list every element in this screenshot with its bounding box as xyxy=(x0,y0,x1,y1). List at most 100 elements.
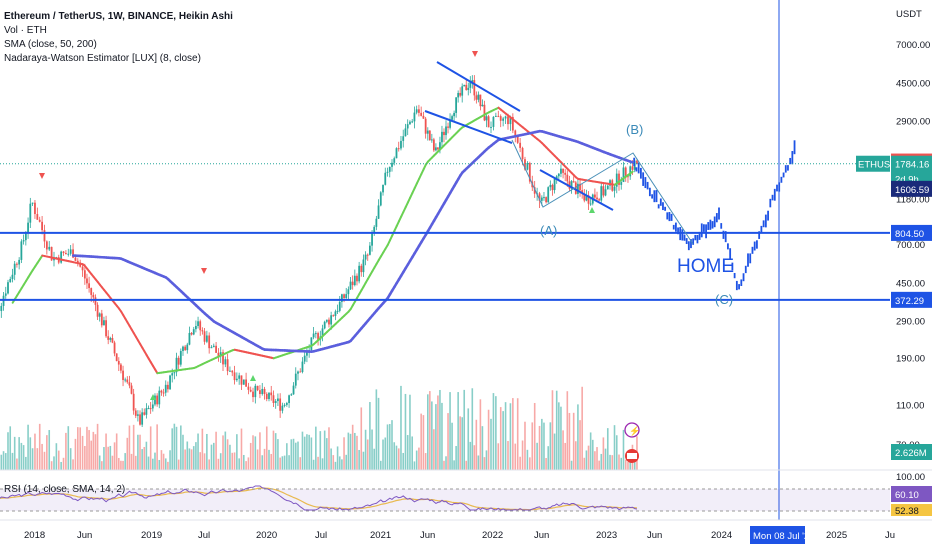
candle-body xyxy=(499,116,502,121)
projection-bar xyxy=(744,265,747,274)
candle-body xyxy=(622,167,625,183)
sma-50-line xyxy=(629,170,634,175)
projection-bar xyxy=(681,229,684,241)
candle-body xyxy=(596,197,598,200)
volume-bar xyxy=(604,448,607,470)
volume-bar xyxy=(411,436,413,470)
volume-bar xyxy=(212,442,215,470)
volume-bar xyxy=(429,391,431,470)
candle-body xyxy=(299,371,302,373)
volume-bar xyxy=(86,426,88,470)
candle-body xyxy=(154,395,156,405)
candle-body xyxy=(411,121,414,123)
candle-body xyxy=(413,112,416,122)
candle-body xyxy=(514,130,517,136)
candle-body xyxy=(285,403,288,405)
volume-bar xyxy=(441,402,443,470)
volume-bar xyxy=(536,442,538,470)
price-tick: 190.00 xyxy=(896,353,925,364)
volume-bar xyxy=(281,456,284,470)
buy-signal-icon xyxy=(250,375,256,381)
volume-bar xyxy=(627,461,629,470)
candle-body xyxy=(254,385,257,398)
candle-body xyxy=(294,373,297,386)
volume-bar xyxy=(197,433,199,470)
volume-bar xyxy=(171,428,174,470)
volume-bar xyxy=(471,388,474,470)
volume-bar xyxy=(124,453,126,470)
candle-body xyxy=(473,80,476,96)
time-tick: Ju xyxy=(885,530,895,541)
volume-bar xyxy=(553,433,556,470)
volume-bar xyxy=(122,460,124,470)
volume-bar xyxy=(256,449,259,470)
low-badge-text: 1606.59 xyxy=(895,185,929,196)
volume-bar xyxy=(422,415,425,470)
trend-line xyxy=(539,169,614,211)
volume-bar xyxy=(270,453,273,470)
volume-bar xyxy=(132,424,135,470)
projection-bar xyxy=(664,206,667,211)
volume-bar xyxy=(152,458,154,470)
volume-bar xyxy=(512,398,514,470)
legend-title[interactable]: Ethereum / TetherUS, 1W, BINANCE, Heikin… xyxy=(4,11,233,22)
annotations: (A) (B) (C) HOME ⚡ xyxy=(39,51,734,463)
volume-bar xyxy=(591,439,594,470)
candle-body xyxy=(245,379,247,387)
projection-bar xyxy=(635,167,638,172)
candle-body xyxy=(205,335,208,342)
candle-body xyxy=(199,321,202,331)
candle-body xyxy=(364,254,367,260)
projection-bar xyxy=(707,222,710,230)
volume-bar xyxy=(594,451,596,470)
volume-bar xyxy=(473,445,476,470)
projection-bar xyxy=(655,190,658,203)
volume-bar xyxy=(105,433,107,470)
projection-bar xyxy=(696,234,699,244)
candle-body xyxy=(321,328,324,337)
projection-bar xyxy=(793,140,796,155)
volume-badge xyxy=(891,444,932,460)
candle-body xyxy=(120,364,122,371)
symbol-badge xyxy=(856,155,890,172)
volume-bar xyxy=(341,459,343,470)
legend-nw[interactable]: Nadaraya-Watson Estimator [LUX] (8, clos… xyxy=(4,53,201,64)
candle-body xyxy=(7,282,9,294)
candle-body xyxy=(74,257,77,261)
volume-bar xyxy=(366,439,369,470)
legend-vol[interactable]: Vol · ETH xyxy=(4,25,47,36)
candle-body xyxy=(516,135,519,143)
rsi-legend[interactable]: RSI (14, close, SMA, 14, 2) xyxy=(4,484,126,495)
candle-body xyxy=(50,246,53,261)
candle-body xyxy=(38,219,41,222)
candle-body xyxy=(494,115,497,117)
volume-bar xyxy=(439,389,441,470)
line2-badge-text: 372.29 xyxy=(895,296,924,307)
volume-bar xyxy=(400,385,402,470)
price-tick: 7000.00 xyxy=(896,40,930,51)
volume-bar xyxy=(115,433,118,470)
candle-body xyxy=(589,203,592,205)
candle-body xyxy=(122,370,124,380)
legend-sma[interactable]: SMA (close, 50, 200) xyxy=(4,39,97,50)
volume-bar xyxy=(126,437,129,470)
volume-bar xyxy=(22,445,25,470)
candle-body xyxy=(124,379,127,381)
candle-body xyxy=(553,178,556,191)
candle-body xyxy=(415,109,418,113)
volume-bar xyxy=(598,460,600,470)
candle-body xyxy=(128,382,131,386)
symbol-badge-text: ETHUSDT xyxy=(858,160,903,171)
candle-body xyxy=(362,259,365,273)
candle-body xyxy=(549,184,552,188)
wave-path xyxy=(511,139,694,245)
candle-body xyxy=(332,315,335,317)
volume-bar xyxy=(180,425,182,470)
volume-bar xyxy=(609,454,611,470)
volume-bar xyxy=(137,434,139,470)
volume-bar xyxy=(524,421,526,470)
volume-bar xyxy=(455,446,457,470)
candle-body xyxy=(606,185,609,190)
volume-bar xyxy=(317,456,319,470)
